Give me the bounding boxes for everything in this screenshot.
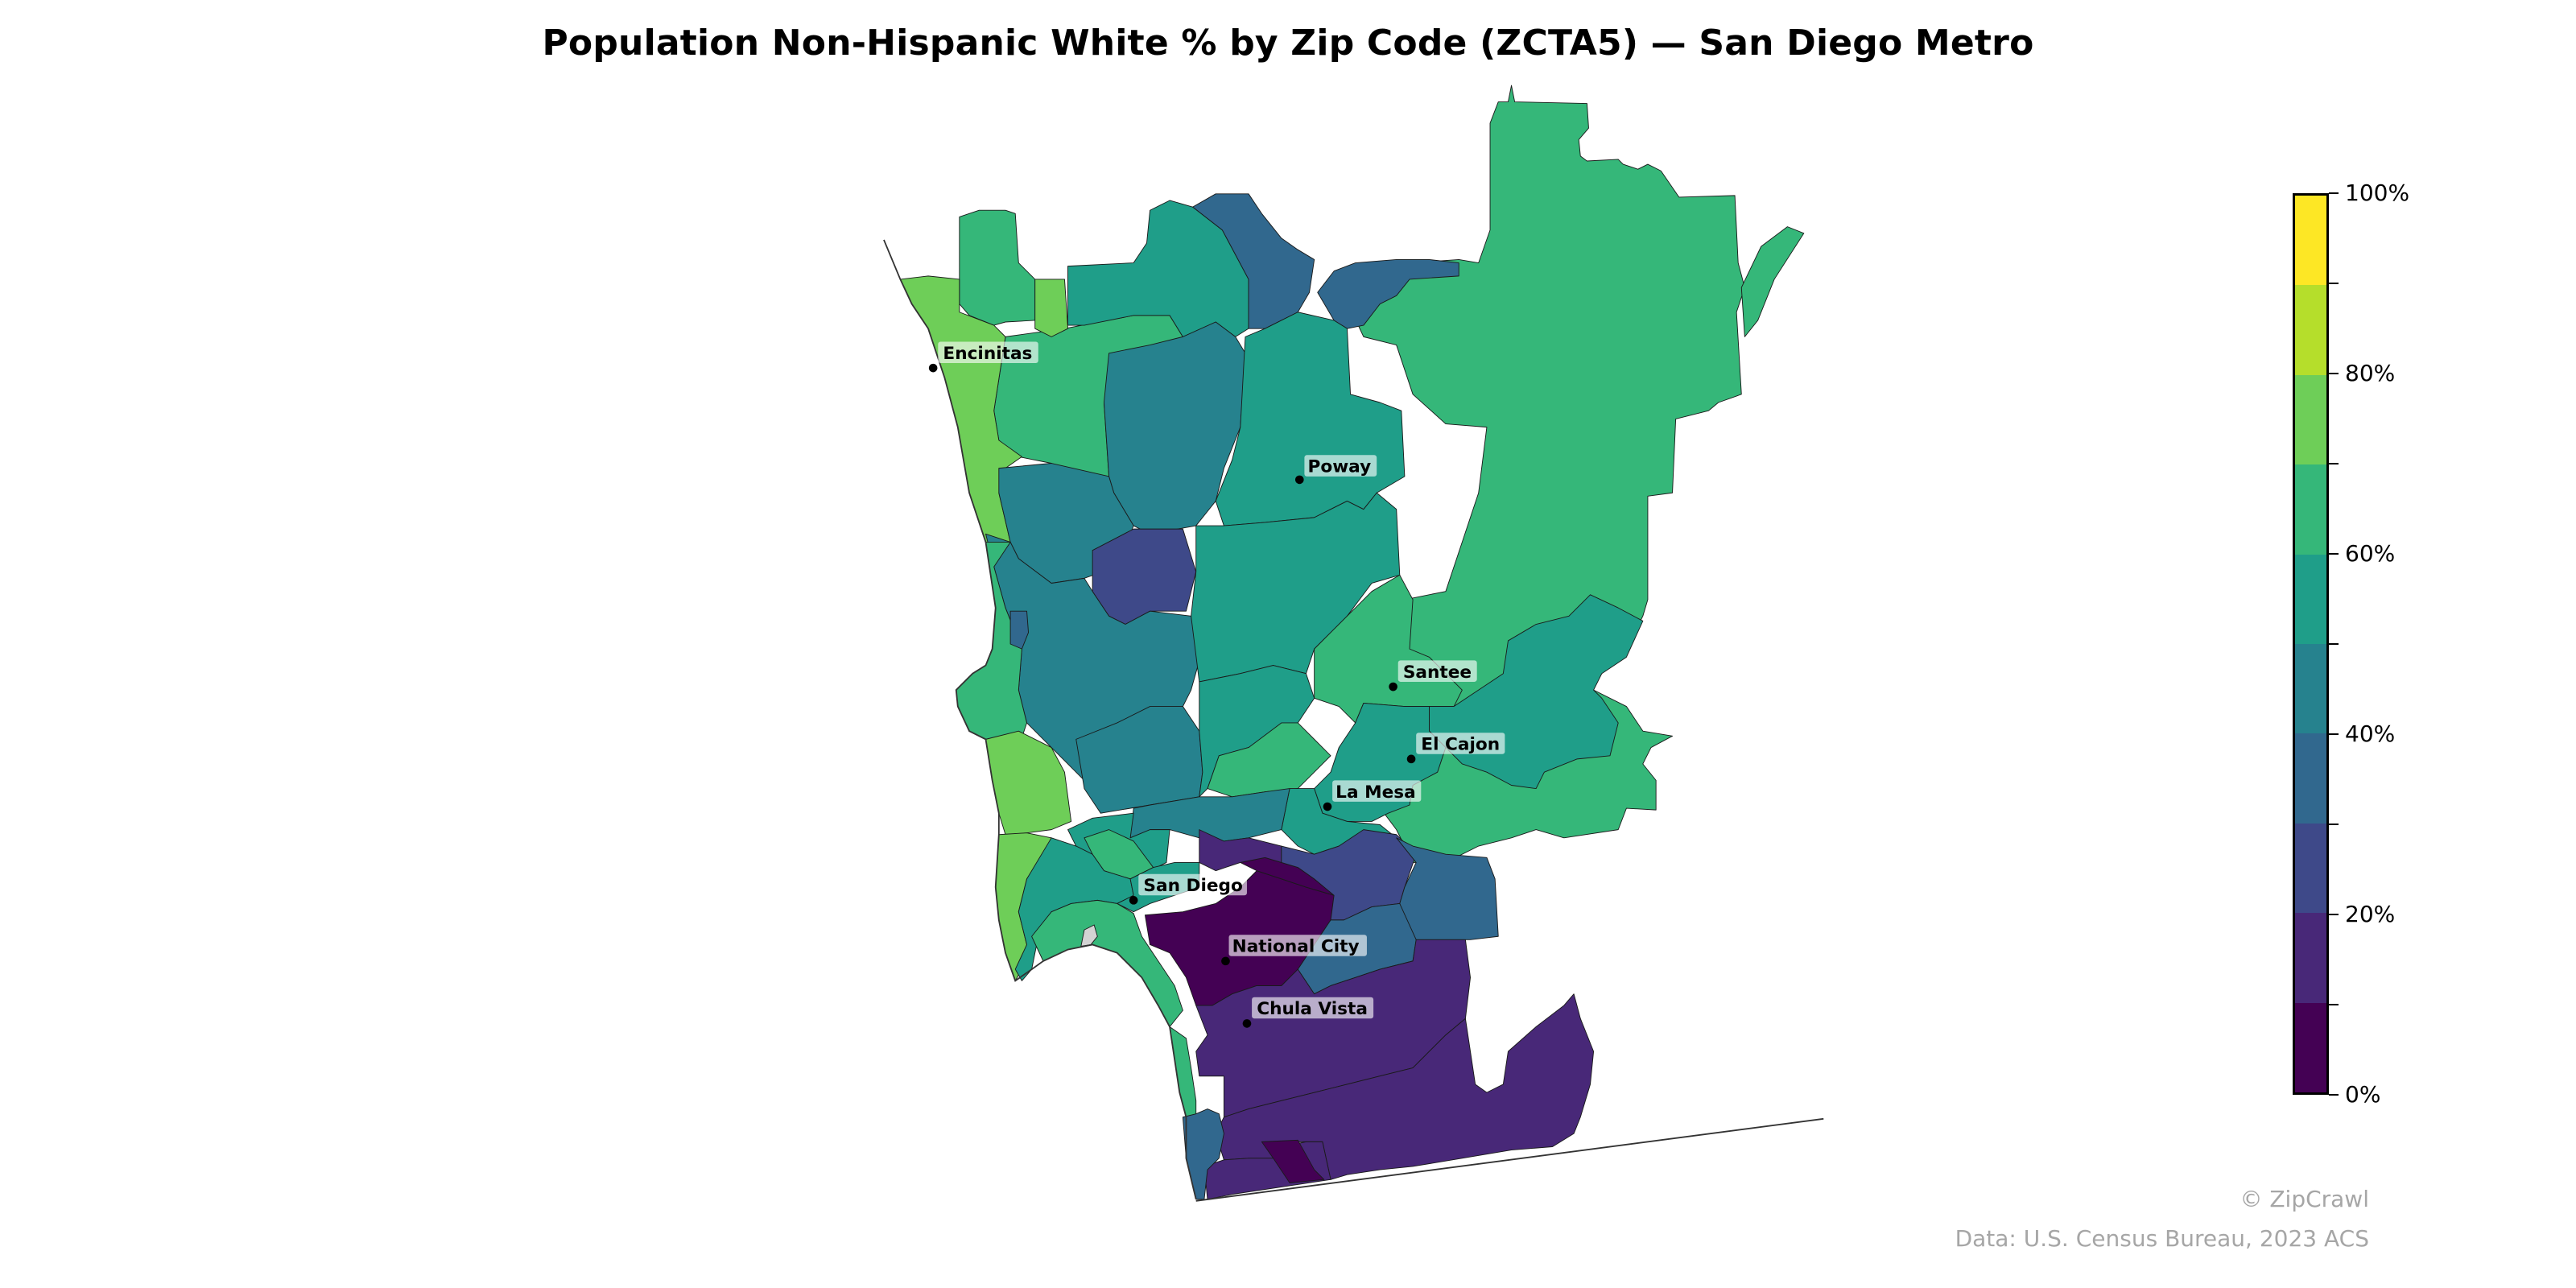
region-otay-ranch xyxy=(1215,993,1595,1180)
colorbar-tick xyxy=(2329,643,2339,645)
region-no-data xyxy=(1080,924,1098,947)
colorbar-bin-6 xyxy=(2295,464,2326,555)
city-marker-encinitas: Encinitas xyxy=(928,341,1038,373)
colorbar-label-100: 100% xyxy=(2345,180,2410,206)
city-label-encinitas: Encinitas xyxy=(943,344,1032,364)
colorbar-tick xyxy=(2329,914,2339,915)
copyright-text: © ZipCrawl xyxy=(2240,1186,2369,1212)
city-marker-poway: Poway xyxy=(1294,455,1377,485)
city-label-el-cajon: El Cajon xyxy=(1421,735,1500,755)
chart-title: Population Non-Hispanic White % by Zip C… xyxy=(542,23,2034,64)
region-lemon-grove xyxy=(1199,829,1282,872)
zcta-regions xyxy=(899,85,1805,1200)
colorbar-bin-4 xyxy=(2295,643,2326,734)
city-label-chula-vista: Chula Vista xyxy=(1257,999,1368,1019)
colorbar-tick xyxy=(2329,553,2339,555)
colorbar-label-40: 40% xyxy=(2345,720,2396,747)
region-valley-center xyxy=(1192,193,1315,329)
city-label-poway: Poway xyxy=(1307,457,1371,477)
international-border xyxy=(1195,1117,1824,1202)
colorbar-bin-3 xyxy=(2295,733,2326,824)
city-marker-santee: Santee xyxy=(1389,660,1477,691)
data-source-text: Data: U.S. Census Bureau, 2023 ACS xyxy=(1955,1225,2369,1252)
colorbar-tick xyxy=(2329,463,2339,464)
colorbar-bin-1 xyxy=(2295,913,2326,1003)
city-marker-san-diego: San Diego xyxy=(1129,873,1247,905)
region-pauma xyxy=(1317,258,1459,329)
region-santee xyxy=(1314,574,1463,724)
colorbar-tick xyxy=(2329,192,2339,194)
colorbar-tick xyxy=(2329,824,2339,825)
colorbar-tick xyxy=(2329,733,2339,735)
colorbar-tick xyxy=(2329,1094,2339,1096)
region-otay-mesa-west xyxy=(1261,1139,1325,1183)
city-marker-la-mesa: La Mesa xyxy=(1323,780,1422,811)
colorbar-bin-8 xyxy=(2295,285,2326,375)
colorbar xyxy=(2293,193,2329,1095)
colorbar-bin-2 xyxy=(2295,823,2326,914)
region-east-lobe xyxy=(1740,226,1805,337)
city-labels: Encinitas Poway Santee El Cajon La Mesa … xyxy=(928,341,1505,1028)
colorbar-bin-5 xyxy=(2295,554,2326,644)
city-marker-chula-vista: Chula Vista xyxy=(1242,997,1374,1028)
colorbar-tick xyxy=(2329,1004,2339,1005)
colorbar-label-20: 20% xyxy=(2345,901,2396,927)
city-label-la-mesa: La Mesa xyxy=(1335,782,1416,803)
city-marker-el-cajon: El Cajon xyxy=(1406,733,1505,764)
colorbar-bin-7 xyxy=(2295,374,2326,465)
colorbar-tick xyxy=(2329,283,2339,284)
coastline xyxy=(883,239,1197,1200)
region-north-strip xyxy=(959,209,1036,326)
city-marker-national-city: National City xyxy=(1221,935,1367,966)
colorbar-bin-0 xyxy=(2295,1002,2326,1092)
region-carlsbad-east xyxy=(1034,279,1068,337)
colorbar-tick xyxy=(2329,373,2339,374)
city-label-san-diego: San Diego xyxy=(1143,876,1242,896)
colorbar-label-80: 80% xyxy=(2345,360,2396,386)
colorbar-label-0: 0% xyxy=(2345,1081,2381,1108)
colorbar-label-60: 60% xyxy=(2345,540,2396,567)
city-label-national-city: National City xyxy=(1232,937,1360,957)
city-label-santee: Santee xyxy=(1403,663,1472,683)
colorbar-bin-9 xyxy=(2295,195,2326,286)
region-del-mar-inland xyxy=(1009,610,1030,650)
region-mira-mesa xyxy=(1092,528,1197,625)
